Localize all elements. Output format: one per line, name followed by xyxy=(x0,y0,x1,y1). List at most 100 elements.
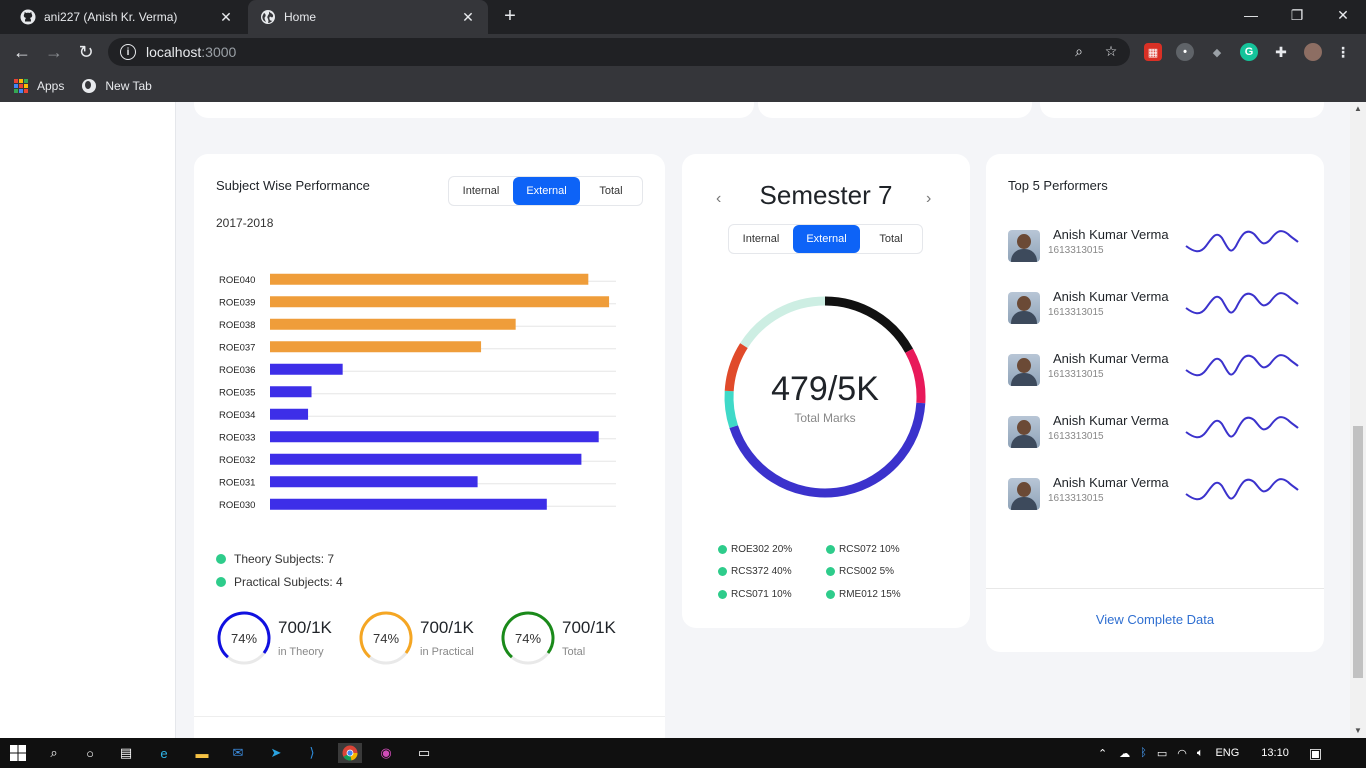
info-icon[interactable]: i xyxy=(120,44,136,60)
edge-icon[interactable]: e xyxy=(160,745,168,761)
url-port: :3000 xyxy=(201,44,237,60)
grammarly-icon[interactable]: G xyxy=(1240,43,1258,61)
page-scrollbar[interactable]: ▲ ▼ xyxy=(1350,102,1366,738)
bookmark-star-icon[interactable]: ☆ xyxy=(1104,43,1118,59)
mail-icon[interactable]: ✉ xyxy=(232,745,244,760)
donut-segment-3[interactable] xyxy=(724,390,739,429)
tab-internal[interactable]: Internal xyxy=(462,185,500,197)
bar-roe037[interactable] xyxy=(270,341,482,353)
volume-icon[interactable]: 🔈︎ xyxy=(1196,746,1204,759)
bar-roe040[interactable] xyxy=(270,273,589,285)
close-tab-icon[interactable]: ✕ xyxy=(220,8,232,25)
wifi-icon[interactable]: ◠ xyxy=(1177,747,1187,760)
menu-dots-icon[interactable]: ⋮ xyxy=(1336,43,1350,60)
terminal-icon[interactable]: ▭ xyxy=(417,745,431,760)
zoom-icon[interactable]: ⌕ xyxy=(1075,43,1083,59)
search-icon[interactable]: ⌕ xyxy=(50,745,58,760)
clock[interactable]: 13:10 xyxy=(1261,747,1289,759)
minimize-icon[interactable]: — xyxy=(1244,7,1258,23)
address-bar[interactable]: i localhost:3000 ⌕ ☆ xyxy=(108,38,1130,66)
close-tab-icon[interactable]: ✕ xyxy=(462,8,474,25)
avatar xyxy=(1008,416,1040,448)
bar-roe038[interactable] xyxy=(270,318,516,330)
stat-value: 700/1K xyxy=(420,618,474,637)
back-icon[interactable]: ← xyxy=(13,41,31,62)
card-title: Subject Wise Performance xyxy=(216,178,370,193)
chrome-icon[interactable] xyxy=(338,743,362,763)
chevron-left-icon[interactable]: ‹ xyxy=(716,190,722,207)
profile-avatar-icon[interactable] xyxy=(1304,43,1322,61)
bar-label: ROE038 xyxy=(219,320,255,331)
scroll-down-icon[interactable]: ▼ xyxy=(1354,726,1362,735)
notification-icon[interactable]: ▣ xyxy=(1308,744,1323,761)
total-marks-label: Total Marks xyxy=(794,410,856,425)
performer-row[interactable]: Anish Kumar Verma 1613313015 xyxy=(1008,475,1308,518)
donut-segment-2[interactable] xyxy=(729,402,926,498)
bar-roe034[interactable] xyxy=(270,408,309,420)
tab-external[interactable]: External xyxy=(793,225,860,253)
tab-external[interactable]: External xyxy=(513,177,580,205)
bookmark-new-tab[interactable]: New Tab xyxy=(82,79,152,93)
bar-label: ROE033 xyxy=(219,432,255,443)
subject-wise-performance-card: Subject Wise Performance Internal Extern… xyxy=(194,154,665,738)
cortana-icon[interactable]: ○ xyxy=(86,745,94,761)
performer-row[interactable]: Anish Kumar Verma 1613313015 xyxy=(1008,227,1308,270)
restore-icon[interactable]: ❐ xyxy=(1290,6,1304,23)
telegram-icon[interactable]: ➤ xyxy=(270,745,282,760)
bar-label: ROE034 xyxy=(219,410,255,421)
bookmark-apps[interactable]: Apps xyxy=(14,79,64,93)
bar-roe032[interactable] xyxy=(270,453,582,465)
bar-label: ROE030 xyxy=(219,500,255,511)
bar-roe036[interactable] xyxy=(270,363,343,375)
total-marks-value: 479/5K xyxy=(771,369,879,408)
legend-dot xyxy=(826,567,835,576)
subject-bar-chart: ROE040 ROE039 ROE038 ROE037 ROE036 ROE035 ROE0… xyxy=(219,273,616,511)
performance-sparkline xyxy=(1185,292,1299,315)
tab-total[interactable]: Total xyxy=(599,185,623,197)
chevron-right-icon[interactable]: › xyxy=(926,190,932,207)
app-icon[interactable]: ◉ xyxy=(380,745,392,760)
tab-internal[interactable]: Internal xyxy=(742,233,780,245)
github-icon xyxy=(20,9,36,25)
close-window-icon[interactable]: ✕ xyxy=(1337,6,1349,23)
bar-roe030[interactable] xyxy=(270,498,547,510)
onedrive-icon[interactable]: ☁ xyxy=(1119,747,1131,760)
ring-percent: 74% xyxy=(372,630,400,646)
windows-start-icon[interactable] xyxy=(8,743,28,763)
tray-chevron-icon[interactable]: ⌃ xyxy=(1098,747,1108,760)
performer-row[interactable]: Anish Kumar Verma 1613313015 xyxy=(1008,413,1308,456)
bar-roe039[interactable] xyxy=(270,296,610,308)
bookmarks-bar: Apps New Tab xyxy=(0,70,1366,102)
donut-segment-0[interactable] xyxy=(824,296,914,353)
scrollbar-thumb[interactable] xyxy=(1353,426,1363,678)
tab-github[interactable]: ani227 (Anish Kr. Verma) ✕ xyxy=(8,0,246,34)
battery-icon[interactable]: ▭ xyxy=(1156,747,1168,760)
extension-red-icon[interactable]: ▦ xyxy=(1144,43,1162,61)
donut-segment-5[interactable] xyxy=(740,296,826,349)
performer-row[interactable]: Anish Kumar Verma 1613313015 xyxy=(1008,289,1308,332)
language-indicator[interactable]: ENG xyxy=(1215,747,1240,759)
extension-bird-icon[interactable]: ◆ xyxy=(1212,46,1222,59)
bar-label: ROE035 xyxy=(219,387,255,398)
task-view-icon[interactable]: ▤ xyxy=(119,745,133,760)
bar-roe033[interactable] xyxy=(270,431,599,443)
bar-roe031[interactable] xyxy=(270,476,478,488)
new-tab-button[interactable]: + xyxy=(504,5,516,27)
donut-segment-1[interactable] xyxy=(905,348,926,404)
performer-row[interactable]: Anish Kumar Verma 1613313015 xyxy=(1008,351,1308,394)
file-explorer-icon[interactable]: ▬ xyxy=(195,745,209,761)
bluetooth-icon[interactable]: ᛒ xyxy=(1140,747,1147,759)
view-complete-data-link[interactable]: View Complete Data xyxy=(1095,612,1215,627)
extension-gray-icon[interactable]: • xyxy=(1176,43,1194,61)
card-divider xyxy=(194,716,665,717)
vscode-icon[interactable]: ⟩ xyxy=(309,745,315,760)
reload-icon[interactable]: ↻ xyxy=(78,41,94,62)
legend-item: ROE302 20% xyxy=(718,544,792,555)
extensions-puzzle-icon[interactable]: ✚ xyxy=(1275,43,1287,60)
tab-home[interactable]: Home ✕ xyxy=(248,0,488,34)
scroll-up-icon[interactable]: ▲ xyxy=(1354,104,1362,113)
donut-segment-4[interactable] xyxy=(724,343,748,392)
bar-roe035[interactable] xyxy=(270,386,312,398)
forward-icon[interactable]: → xyxy=(45,41,63,62)
tab-total[interactable]: Total xyxy=(879,233,903,245)
